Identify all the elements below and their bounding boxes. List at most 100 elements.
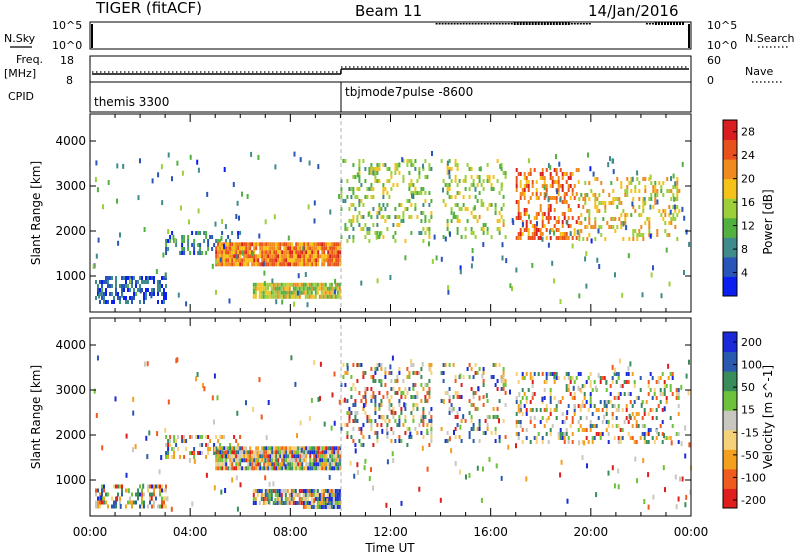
echo-cell-1-2	[259, 458, 262, 463]
echo-cell-0-2	[229, 246, 232, 251]
echo-cell-0-2	[273, 242, 276, 247]
time-axis-labels: 00:00 04:00 08:00 12:00 16:00 20:00 00:00	[73, 525, 709, 539]
echo-cell-0-0	[95, 280, 97, 284]
echo-cell-0-2	[285, 250, 288, 255]
echo-cell-0-0	[149, 276, 151, 280]
echo-cell-1-0	[143, 492, 145, 497]
echo-cell-0-6	[553, 208, 556, 212]
nsearch-point	[492, 23, 495, 25]
echo-cell-0-4	[428, 231, 431, 235]
echo-cell-0-7	[632, 237, 635, 241]
echo-cell-0-2	[317, 262, 320, 267]
echo-cell-0-3	[300, 282, 303, 287]
echo-cell-1-5	[360, 363, 363, 367]
echo-cell-1-1	[167, 447, 170, 451]
echo-cell-0-4	[402, 159, 405, 163]
echo-cell-0-6	[561, 176, 564, 180]
echo-point-0	[431, 151, 433, 156]
echo-cell-0-4	[396, 215, 399, 219]
echo-cell-0-6	[557, 220, 560, 224]
echo-cell-0-2	[227, 262, 230, 267]
echo-cell-0-4	[350, 195, 353, 199]
echo-cell-0-6	[557, 228, 560, 232]
echo-point-0	[185, 301, 188, 307]
echo-point-0	[551, 260, 554, 266]
echo-cell-1-0	[99, 500, 101, 505]
echo-cell-1-7	[621, 428, 624, 432]
echo-cell-1-7	[635, 420, 638, 424]
echo-cell-1-4	[322, 501, 325, 505]
echo-cell-1-4	[326, 489, 329, 493]
echo-cell-1-3	[288, 497, 291, 501]
echo-point-1	[656, 429, 658, 435]
echo-cell-0-6	[559, 236, 562, 240]
echo-cell-0-7	[594, 237, 597, 241]
echo-cell-0-0	[131, 300, 133, 304]
echo-cell-1-2	[333, 462, 336, 467]
echo-cell-1-6	[504, 403, 507, 407]
echo-cell-1-0	[133, 500, 135, 505]
echo-cell-1-2	[239, 446, 242, 451]
echo-cell-0-2	[299, 242, 302, 247]
echo-cell-0-0	[101, 292, 103, 296]
echo-cell-1-2	[231, 446, 234, 451]
echo-cell-0-2	[339, 258, 342, 263]
nsearch-point	[435, 23, 438, 25]
echo-cell-0-6	[547, 212, 550, 216]
echo-cell-1-7	[533, 436, 536, 440]
echo-point-1	[580, 388, 583, 394]
echo-point-1	[390, 409, 393, 415]
echo-cell-0-2	[289, 246, 292, 251]
echo-cell-1-5	[420, 419, 423, 423]
echo-cell-0-2	[291, 262, 294, 267]
echo-cell-1-5	[430, 427, 433, 431]
echo-point-1	[236, 506, 239, 512]
echo-point-0	[474, 186, 477, 192]
echo-cell-0-4	[426, 227, 429, 231]
echo-cell-1-6	[478, 367, 481, 371]
echo-cell-1-5	[428, 443, 431, 447]
echo-cell-1-7	[651, 416, 654, 420]
echo-point-1	[410, 359, 413, 364]
echo-cell-0-7	[644, 189, 647, 193]
echo-cell-0-7	[674, 225, 677, 229]
echo-cell-1-2	[335, 450, 338, 455]
echo-cell-1-6	[470, 415, 473, 419]
echo-cell-0-3	[284, 282, 287, 287]
echo-cell-0-2	[327, 250, 330, 255]
echo-point-0	[313, 200, 316, 206]
echo-point-0	[435, 255, 438, 261]
echo-cell-0-4	[362, 203, 365, 207]
echo-cell-1-2	[311, 458, 314, 463]
echo-cell-0-7	[660, 185, 663, 189]
echo-point-1	[409, 431, 412, 437]
echo-cell-1-5	[390, 427, 393, 431]
echo-cell-1-0	[127, 500, 129, 505]
echo-cell-0-3	[304, 290, 307, 295]
echo-cell-1-2	[321, 446, 324, 451]
echo-cell-0-7	[672, 185, 675, 189]
echo-cell-0-2	[281, 250, 284, 255]
echo-cell-1-6	[448, 387, 451, 391]
echo-point-0	[597, 228, 600, 234]
echo-cell-1-5	[412, 363, 415, 367]
echo-cell-0-0	[103, 280, 105, 284]
echo-cell-0-4	[424, 219, 427, 223]
echo-cell-0-6	[521, 232, 524, 236]
echo-cell-0-1	[237, 235, 240, 239]
echo-cell-0-6	[551, 180, 554, 184]
echo-cell-0-0	[121, 288, 123, 292]
echo-cell-1-0	[153, 504, 155, 509]
echo-point-0	[448, 169, 451, 175]
echo-cell-0-4	[354, 195, 357, 199]
echo-point-0	[157, 172, 160, 178]
echo-cell-1-2	[285, 454, 288, 459]
echo-cell-1-7	[571, 440, 574, 444]
echo-cell-1-3	[268, 489, 271, 493]
echo-cell-0-5	[462, 179, 465, 183]
echo-cell-1-3	[284, 497, 287, 501]
echo-point-1	[156, 431, 159, 437]
echo-cell-1-6	[448, 395, 451, 399]
echo-cell-1-0	[103, 496, 105, 501]
echo-cell-0-0	[123, 288, 125, 292]
